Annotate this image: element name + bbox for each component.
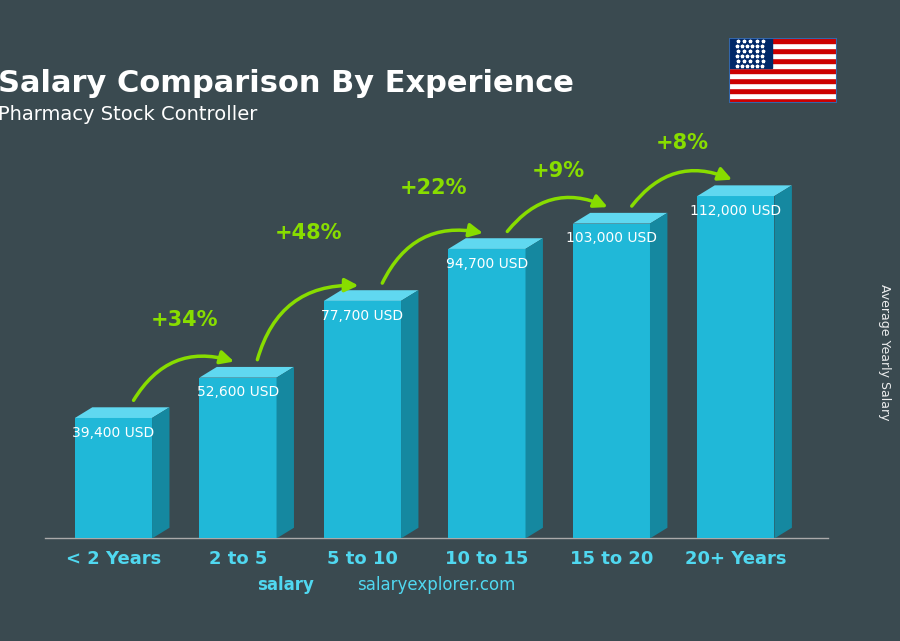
Text: +34%: +34% [150, 310, 218, 330]
Text: 103,000 USD: 103,000 USD [566, 231, 657, 246]
Bar [729, 68, 837, 73]
Text: 94,700 USD: 94,700 USD [446, 256, 528, 271]
Text: 52,600 USD: 52,600 USD [197, 385, 279, 399]
Polygon shape [698, 185, 792, 196]
Bar [729, 88, 837, 93]
Text: Salary Comparison By Experience: Salary Comparison By Experience [0, 69, 574, 99]
Bar [729, 93, 837, 97]
Polygon shape [200, 378, 276, 538]
Polygon shape [401, 290, 419, 538]
Bar [729, 48, 837, 53]
Bar [729, 83, 837, 88]
Text: 112,000 USD: 112,000 USD [690, 204, 781, 218]
Polygon shape [650, 213, 668, 538]
Bar [729, 53, 837, 58]
Text: +22%: +22% [400, 178, 467, 198]
Polygon shape [698, 196, 775, 538]
Bar [729, 38, 837, 44]
Bar [729, 63, 837, 68]
Text: salaryexplorer.com: salaryexplorer.com [357, 576, 516, 594]
Polygon shape [324, 290, 418, 301]
Polygon shape [324, 301, 401, 538]
Text: 77,700 USD: 77,700 USD [321, 308, 403, 322]
Polygon shape [572, 224, 650, 538]
Text: 39,400 USD: 39,400 USD [72, 426, 155, 440]
Bar [729, 44, 837, 48]
Bar [729, 78, 837, 83]
Polygon shape [200, 367, 294, 378]
Text: salary: salary [257, 576, 314, 594]
Polygon shape [775, 185, 792, 538]
Polygon shape [572, 213, 668, 224]
Polygon shape [75, 418, 152, 538]
Bar [729, 58, 837, 63]
Bar [729, 97, 837, 103]
Polygon shape [448, 249, 526, 538]
Bar [729, 73, 837, 78]
Bar [729, 38, 772, 68]
Polygon shape [448, 238, 543, 249]
Text: +9%: +9% [531, 161, 584, 181]
Polygon shape [75, 407, 169, 418]
Text: Pharmacy Stock Controller: Pharmacy Stock Controller [0, 105, 257, 124]
Polygon shape [152, 407, 169, 538]
Polygon shape [526, 238, 543, 538]
Text: Average Yearly Salary: Average Yearly Salary [878, 285, 890, 420]
Polygon shape [276, 367, 294, 538]
Text: +48%: +48% [275, 222, 343, 243]
Text: +8%: +8% [656, 133, 709, 153]
